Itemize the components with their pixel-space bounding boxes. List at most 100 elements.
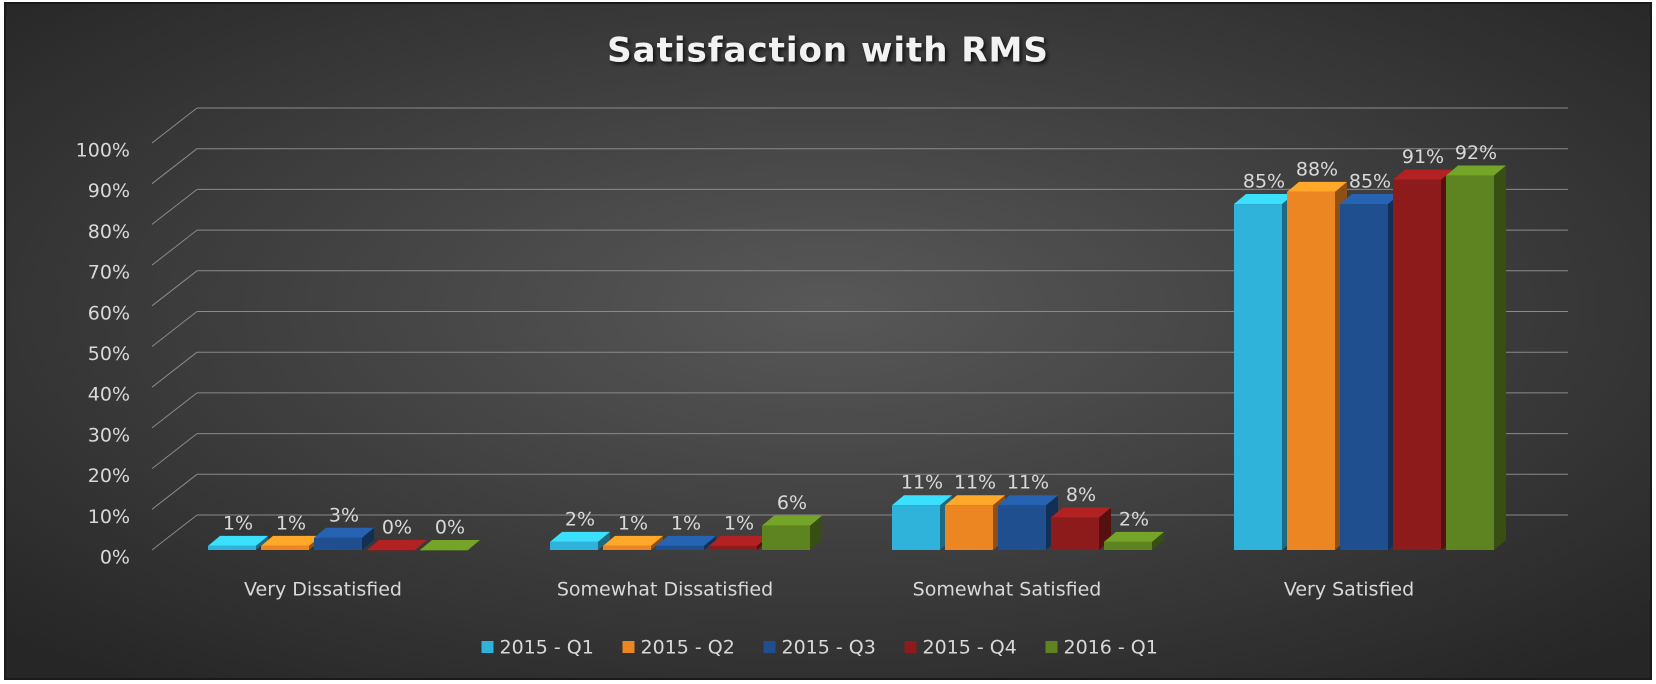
data-label: 8% — [1066, 484, 1096, 506]
data-label: 91% — [1402, 146, 1444, 168]
bar-top — [314, 527, 374, 538]
bar — [314, 537, 362, 550]
data-label: 1% — [724, 512, 754, 534]
bar-side — [598, 531, 610, 550]
legend-label: 2016 - Q1 — [1064, 637, 1158, 659]
y-tick-label: 80% — [88, 221, 130, 243]
bar-top — [367, 540, 427, 550]
legend-marker — [1045, 641, 1058, 653]
grid-line-side — [151, 514, 198, 551]
y-tick-label: 100% — [76, 140, 130, 162]
grid-line-side — [151, 270, 198, 307]
data-label: 85% — [1243, 171, 1285, 193]
bar — [208, 545, 256, 550]
bar-top — [998, 495, 1058, 506]
data-label: 1% — [618, 512, 648, 534]
y-tick-label: 30% — [88, 424, 130, 446]
data-label: 1% — [223, 512, 253, 534]
legend-marker — [904, 641, 917, 653]
data-label: 0% — [435, 517, 465, 539]
chart-title: Satisfaction with RMS — [607, 31, 1049, 71]
grid-line-side — [151, 229, 198, 266]
bar — [1104, 541, 1152, 550]
bar — [1393, 179, 1441, 550]
bar — [1446, 175, 1494, 550]
bar — [709, 545, 757, 550]
bar — [1234, 204, 1282, 551]
x-tick-label: Very Satisfied — [1284, 579, 1414, 601]
data-label: 6% — [777, 492, 807, 514]
x-tick-label: Very Dissatisfied — [244, 579, 402, 601]
data-label: 3% — [329, 504, 359, 526]
bar-top — [1234, 194, 1294, 205]
y-tick-label: 0% — [100, 547, 130, 569]
data-label: 88% — [1296, 158, 1338, 180]
data-label: 11% — [954, 472, 996, 494]
grid-line-side — [151, 351, 198, 388]
bar — [367, 550, 415, 551]
y-tick-label: 50% — [88, 343, 130, 365]
bars: Very Dissatisfied 1% 1% 3% 0% 0% Somewhat Diss… — [208, 142, 1506, 601]
bar-side — [256, 535, 268, 550]
legend-marker — [622, 641, 635, 653]
data-label: 2% — [1119, 508, 1149, 530]
legend-marker — [481, 641, 494, 653]
y-tick-label: 10% — [88, 506, 130, 528]
bar-top — [1393, 169, 1453, 180]
bar — [420, 550, 468, 551]
bar-top — [420, 540, 480, 550]
bar-top — [656, 535, 716, 546]
grid-line-side — [151, 433, 198, 469]
bar-top — [261, 535, 321, 546]
grid-line-side — [151, 473, 198, 510]
grid-line-side — [151, 392, 198, 429]
data-label: 11% — [901, 472, 943, 494]
y-tick-label: 60% — [88, 302, 130, 324]
x-tick-label: Somewhat Dissatisfied — [557, 579, 773, 601]
grid-line-side — [151, 148, 198, 185]
data-label: 1% — [671, 512, 701, 534]
data-label: 11% — [1007, 472, 1049, 494]
bar — [1340, 204, 1388, 551]
bar — [1051, 517, 1099, 550]
y-tick-label: 70% — [88, 262, 130, 284]
legend-label: 2015 - Q1 — [500, 637, 594, 659]
x-tick-label: Somewhat Satisfied — [913, 579, 1102, 601]
bar-top — [1446, 165, 1506, 176]
bar — [892, 505, 940, 550]
bar-top — [1340, 194, 1400, 205]
bar — [603, 545, 651, 550]
bar — [261, 545, 309, 550]
bar-top — [208, 535, 268, 546]
data-label: 1% — [276, 512, 306, 534]
grid-line-side — [151, 189, 198, 225]
bar-top — [603, 535, 663, 546]
grid-line-side — [151, 107, 198, 144]
bar — [945, 505, 993, 550]
bar — [762, 525, 810, 550]
y-tick-label: 20% — [88, 465, 130, 487]
bar — [998, 505, 1046, 550]
legend-marker — [763, 641, 776, 653]
y-tick-label: 40% — [88, 384, 130, 406]
bar-side — [704, 535, 716, 550]
bar-top — [1287, 181, 1347, 192]
bar-side — [651, 535, 663, 550]
bar-top — [892, 495, 952, 506]
legend: 2015 - Q1 2015 - Q2 2015 - Q3 2015 - Q4 2016… — [481, 637, 1158, 659]
legend-label: 2015 - Q2 — [641, 637, 735, 659]
bar-side — [1494, 165, 1506, 550]
legend-label: 2015 - Q3 — [782, 637, 876, 659]
bar-top — [1051, 507, 1111, 518]
bar — [1287, 191, 1335, 550]
data-label: 85% — [1349, 171, 1391, 193]
bar — [656, 545, 704, 550]
data-label: 2% — [565, 508, 595, 530]
y-tick-label: 90% — [88, 180, 130, 202]
bar-side — [810, 515, 822, 550]
bar-top — [945, 495, 1005, 506]
bar — [550, 541, 598, 550]
grid-line-side — [151, 311, 198, 347]
bar-top — [762, 515, 822, 526]
